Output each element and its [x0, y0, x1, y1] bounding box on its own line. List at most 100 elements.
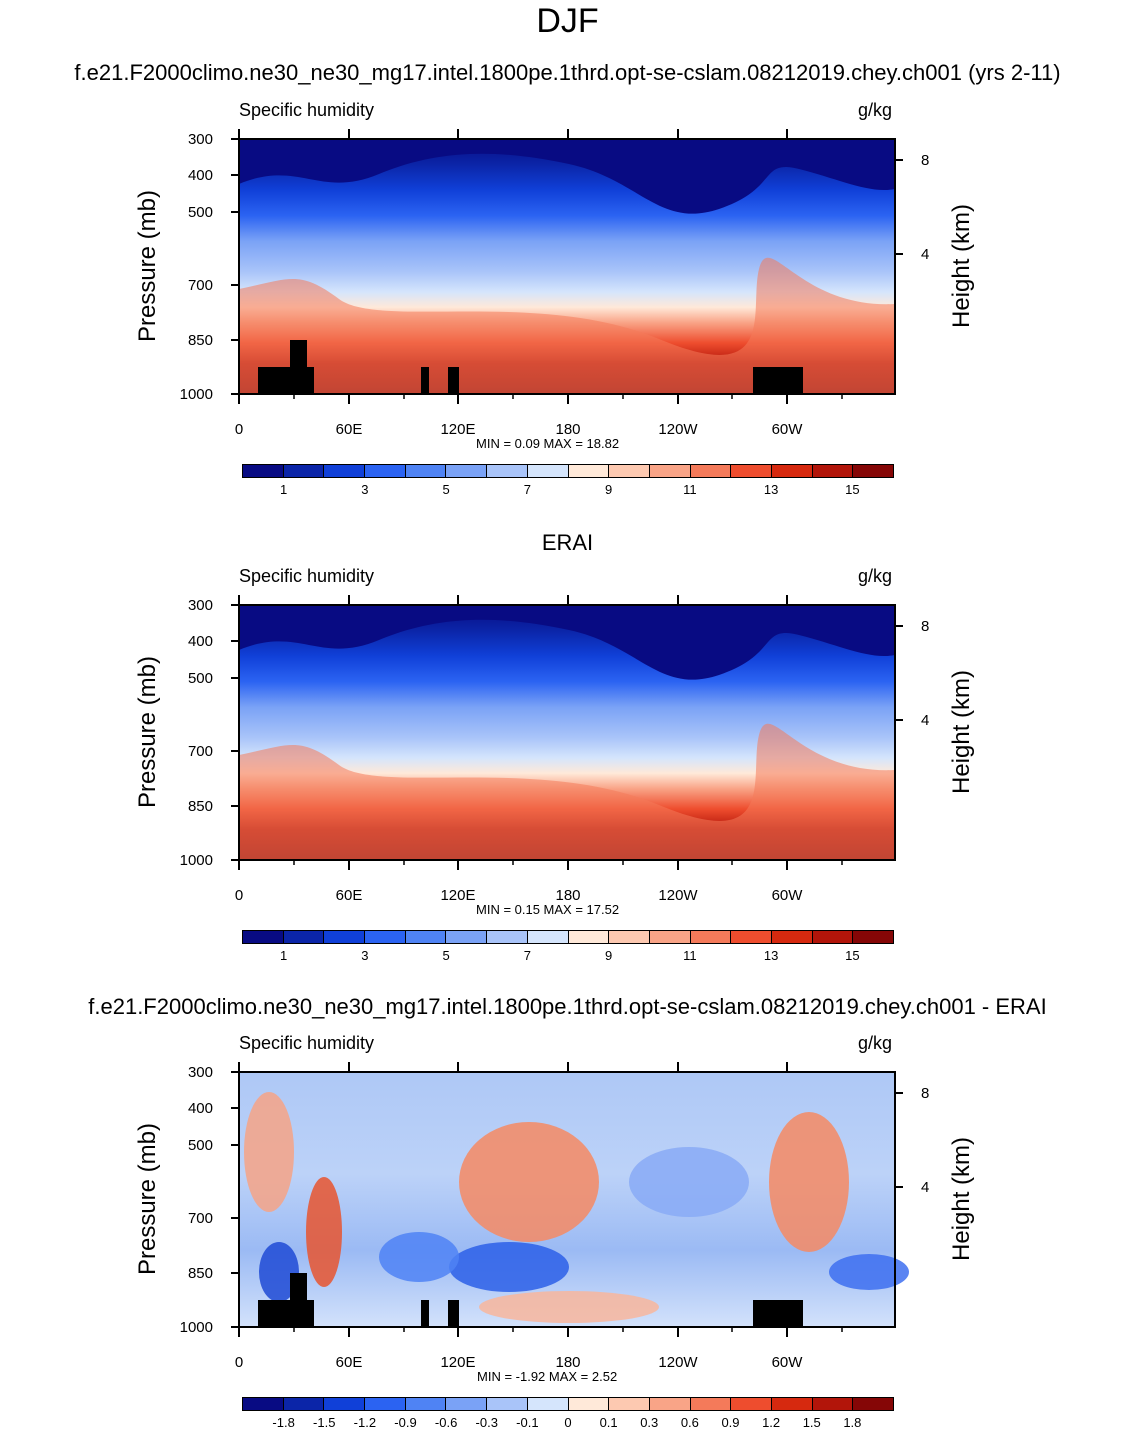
- colorbar-swatch: [568, 465, 610, 477]
- y-tick-label: 400: [188, 1100, 213, 1117]
- colorbar-label: 5: [443, 482, 450, 497]
- colorbar-swatch: [771, 931, 813, 943]
- colorbar-swatch: [690, 1398, 732, 1410]
- colorbar-swatch: [487, 1398, 528, 1410]
- colorbar-label: -0.3: [476, 1415, 498, 1430]
- colorbar-swatch: [853, 1398, 893, 1410]
- colorbar-label: 5: [443, 948, 450, 963]
- x-tick-label: 60E: [336, 887, 363, 904]
- colorbar-swatch: [812, 1398, 854, 1410]
- y-tick-label: 500: [188, 204, 213, 221]
- colorbar-swatch: [731, 931, 772, 943]
- colorbar-label: -0.9: [394, 1415, 416, 1430]
- colorbar-swatch: [405, 1398, 447, 1410]
- x-tick-label: 0: [235, 421, 243, 438]
- contour-anomaly: [829, 1254, 909, 1290]
- colorbar-swatch: [853, 931, 893, 943]
- topography-mask: [290, 340, 307, 367]
- contour-anomaly: [459, 1122, 599, 1242]
- colorbar-swatch: [324, 465, 366, 477]
- colorbar-swatch: [690, 931, 732, 943]
- colorbar-swatch: [812, 465, 854, 477]
- colorbar-label: 3: [361, 482, 368, 497]
- contour-anomaly: [769, 1112, 849, 1252]
- upper-dry-region: [239, 139, 895, 214]
- colorbar-label: 1.8: [843, 1415, 861, 1430]
- colorbar-swatch: [527, 1398, 569, 1410]
- contour-anomaly: [379, 1232, 459, 1282]
- y-tick-label: 500: [188, 670, 213, 687]
- panel3-minmax: MIN = -1.92 MAX = 2.52: [477, 1369, 618, 1384]
- x-tick-label: 0: [235, 887, 243, 904]
- right-tick-label: 4: [921, 712, 929, 729]
- right-tick-label: 4: [921, 1179, 929, 1196]
- y-tick-label: 400: [188, 167, 213, 184]
- panel1-variable-label: Specific humidity: [239, 100, 375, 120]
- x-tick-label: 120E: [440, 1354, 475, 1371]
- panel1-minmax: MIN = 0.09 MAX = 18.82: [476, 436, 620, 451]
- colorbar-swatch: [649, 931, 691, 943]
- colorbar-swatch: [243, 1398, 284, 1410]
- topography-mask: [258, 367, 314, 394]
- topography-mask: [421, 1300, 429, 1327]
- upper-dry-region: [239, 605, 895, 680]
- colorbar-swatch: [609, 465, 650, 477]
- y-tick-label: 850: [188, 332, 213, 349]
- x-tick-label: 60W: [772, 887, 804, 904]
- colorbar-label: 0.3: [640, 1415, 658, 1430]
- x-tick-label: 180: [555, 1354, 580, 1371]
- colorbar-label: 15: [845, 948, 859, 963]
- x-tick-label: 60W: [772, 421, 804, 438]
- colorbar-swatch: [243, 931, 284, 943]
- colorbar-swatch: [771, 465, 813, 477]
- contour-anomaly: [449, 1242, 569, 1292]
- colorbar-swatch: [487, 931, 528, 943]
- right-tick-label: 8: [921, 1085, 929, 1102]
- colorbar-swatch: [527, 931, 569, 943]
- topography-mask: [448, 1300, 459, 1327]
- colorbar-swatch: [283, 1398, 325, 1410]
- colorbar-swatch: [365, 931, 406, 943]
- panel1-title: f.e21.F2000climo.ne30_ne30_mg17.intel.18…: [74, 60, 1061, 85]
- y-tick-label: 700: [188, 1210, 213, 1227]
- colorbar-swatch: [527, 465, 569, 477]
- colorbar-label: -1.5: [313, 1415, 335, 1430]
- colorbar-label: 11: [683, 948, 697, 963]
- colorbar-label: 9: [605, 948, 612, 963]
- lower-moist-region: [239, 257, 895, 394]
- topography-mask: [753, 367, 803, 394]
- contour-anomaly: [259, 1242, 299, 1302]
- colorbar-swatch: [649, 465, 691, 477]
- panel3-colorbar: [242, 1397, 894, 1411]
- colorbar-label: -1.8: [272, 1415, 294, 1430]
- colorbar-swatch: [609, 1398, 650, 1410]
- colorbar-label: 13: [764, 482, 778, 497]
- colorbar-label: -0.6: [435, 1415, 457, 1430]
- colorbar-swatch: [446, 931, 488, 943]
- colorbar-label: 3: [361, 948, 368, 963]
- colorbar-swatch: [853, 465, 893, 477]
- colorbar-label: 0.6: [681, 1415, 699, 1430]
- colorbar-swatch: [446, 1398, 488, 1410]
- panel2-units-label: g/kg: [858, 566, 893, 586]
- x-tick-label: 120W: [658, 1354, 698, 1371]
- panel1-units-label: g/kg: [858, 100, 893, 120]
- colorbar-swatch: [771, 1398, 813, 1410]
- colorbar-swatch: [731, 1398, 772, 1410]
- x-tick-label: 120E: [440, 421, 475, 438]
- topography-mask: [448, 367, 459, 394]
- colorbar-label: 0.9: [721, 1415, 739, 1430]
- colorbar-label: 0.1: [600, 1415, 618, 1430]
- y-tick-label: 400: [188, 633, 213, 650]
- x-tick-label: 60E: [336, 1354, 363, 1371]
- colorbar-label: 13: [764, 948, 778, 963]
- colorbar-label: 11: [683, 482, 697, 497]
- panel3-variable-label: Specific humidity: [239, 1033, 375, 1053]
- contour-anomaly: [244, 1092, 294, 1212]
- y-tick-label: 300: [188, 597, 213, 614]
- colorbar-swatch: [568, 931, 610, 943]
- colorbar-label: 1: [280, 482, 287, 497]
- x-tick-label: 120W: [658, 887, 698, 904]
- x-tick-label: 180: [555, 887, 580, 904]
